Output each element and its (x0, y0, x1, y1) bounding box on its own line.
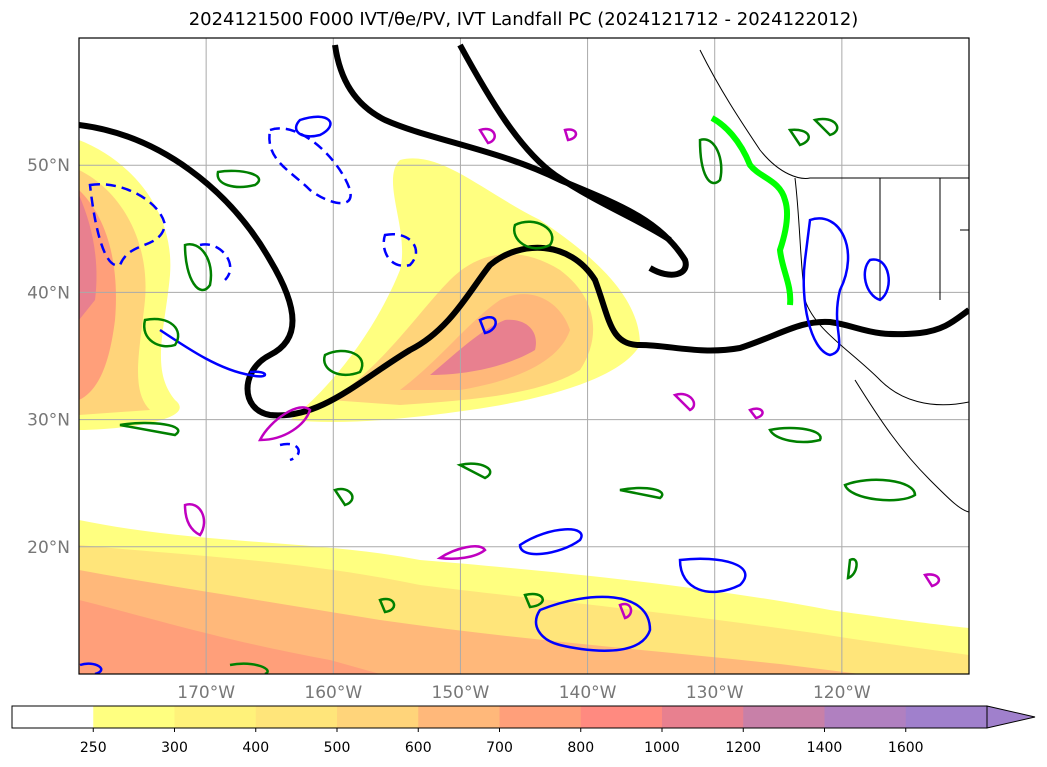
colorbar-segment (499, 706, 582, 728)
colorbar-level-label: 1600 (888, 740, 924, 756)
lat-axis: 20°N 30°N 40°N 50°N (27, 156, 70, 558)
colorbar-level-label: 700 (486, 740, 513, 756)
colorbar-level-label: 800 (567, 740, 594, 756)
colorbar-level-label: 1200 (725, 740, 761, 756)
colorbar-segment (824, 706, 907, 728)
colorbar-segment (12, 706, 94, 728)
colorbar-segment (255, 706, 338, 728)
map-title: 2024121500 F000 IVT/θe/PV, IVT Landfall … (188, 9, 859, 30)
lon-tick-label: 160°W (304, 683, 362, 703)
ivt-landfall-pc-line (710, 115, 794, 306)
colorbar-segment (93, 706, 175, 728)
pv-blue-dashed-contours (88, 127, 418, 462)
lat-tick-label: 40°N (27, 283, 70, 303)
pv-blue-contours (79, 115, 890, 674)
pv-magenta-contours (183, 127, 941, 620)
colorbar-level-label: 1000 (644, 740, 680, 756)
lat-tick-label: 50°N (27, 156, 70, 176)
colorbar-segment (337, 706, 419, 728)
lon-tick-label: 150°W (432, 683, 490, 703)
colorbar-level-label: 250 (80, 740, 107, 756)
map-area (79, 38, 969, 674)
lat-tick-label: 20°N (27, 538, 70, 558)
map-frame (78, 37, 970, 675)
colorbar-segment (174, 706, 257, 728)
colorbar-level-label: 1400 (807, 740, 843, 756)
coastlines (699, 49, 969, 513)
colorbar-extend-arrow (986, 705, 1036, 729)
colorbar-segment (418, 706, 500, 728)
colorbar-level-label: 600 (405, 740, 432, 756)
colorbar-segment (662, 706, 744, 728)
theta-e-contours (79, 43, 969, 419)
colorbar-level-label: 400 (242, 740, 269, 756)
colorbar-segment (905, 706, 988, 728)
colorbar-level-label: 300 (161, 740, 188, 756)
lon-tick-label: 170°W (177, 683, 235, 703)
colorbar: 250 300 400 500 600 700 800 1000 1200 1400 1600 (11, 705, 1036, 756)
lat-tick-label: 30°N (27, 411, 70, 431)
colorbar-segment (743, 706, 825, 728)
lon-tick-label: 130°W (686, 683, 744, 703)
lon-axis: 170°W 160°W 150°W 140°W 130°W 120°W (177, 683, 871, 703)
pv-green-contours (119, 117, 917, 674)
lon-tick-label: 140°W (559, 683, 617, 703)
colorbar-segment (580, 706, 663, 728)
colorbar-level-label: 500 (324, 740, 351, 756)
lon-tick-label: 120°W (813, 683, 871, 703)
